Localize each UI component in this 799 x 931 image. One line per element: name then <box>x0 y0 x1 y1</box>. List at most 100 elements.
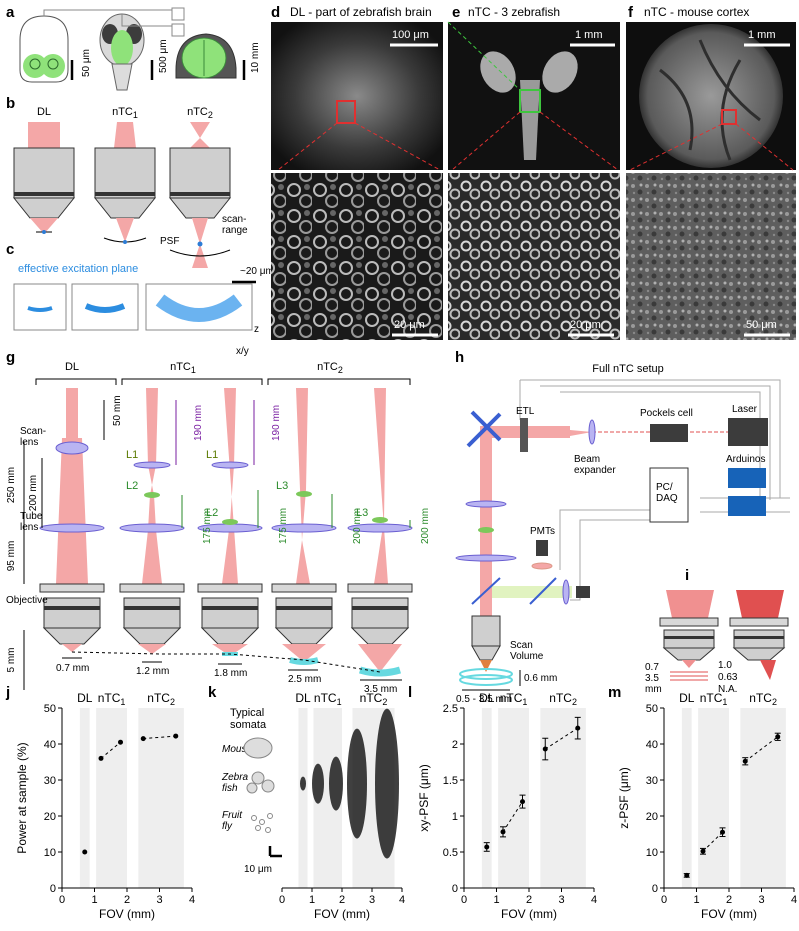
region-shade <box>96 708 127 888</box>
y-tick-label: 0 <box>50 883 56 895</box>
region-label: nTC1 <box>98 691 126 707</box>
zebrafish-cells-zoom <box>271 173 443 340</box>
panel-e-images: 1 mm 20 μm <box>447 21 620 340</box>
y-tick-label: 20 <box>646 811 658 823</box>
panel-c: effective excitation plane ~20 μm z x/y <box>13 263 274 357</box>
tube-lens-label: Tube lens <box>20 511 43 533</box>
y-axis-label: Power at sample (%) <box>15 742 29 853</box>
g-header-ntc2: nTC2 <box>317 361 343 375</box>
panel-d-images: 100 μm 20 μm <box>271 22 443 340</box>
dim-200-b: 200 mm <box>420 508 431 544</box>
etl-component <box>520 418 528 452</box>
panel-label-f: f <box>628 4 634 21</box>
etl-label: ETL <box>516 406 535 417</box>
panel-h: Full nTC setup ETL Beam expander Pockels … <box>455 363 790 705</box>
dim-190-b: 190 mm <box>271 405 282 441</box>
scale-a2: 500 μm <box>158 39 169 73</box>
psf-blob <box>375 708 399 859</box>
data-point <box>173 733 179 739</box>
y-tick-label: 10 <box>646 847 658 859</box>
dim-50: 50 mm <box>112 395 123 426</box>
objective-b <box>12 147 76 219</box>
box-a2 <box>171 23 185 37</box>
panel-h-title: Full nTC setup <box>592 363 664 375</box>
trend-line <box>544 727 579 750</box>
data-point <box>500 829 506 835</box>
dim-5: 5 mm <box>6 648 17 673</box>
y-axis-label: xy-PSF (μm) <box>417 764 431 832</box>
panel-label-a: a <box>6 4 15 21</box>
panel-d-scale-top: 100 μm <box>392 29 429 41</box>
na-10: 1.0 <box>718 660 732 671</box>
g-header-ntc1: nTC1 <box>170 361 196 375</box>
chart-j: DL nTC1 nTC2 0 1 2 3 4 FOV (mm) 0 10 20 30 40 50 Power … <box>15 691 195 921</box>
panel-e-scale-bottom: 20 μm <box>570 319 601 331</box>
region-shade <box>698 708 729 888</box>
scan-arrow-b3 <box>169 249 231 257</box>
panel-c-scale: ~20 μm <box>240 266 274 277</box>
chart-l: DL nTC1 nTC2 0 1 2 3 4 FOV (mm) 0 0.5 1 1.5 2 2.5 xy-PS… <box>417 691 597 921</box>
x-tick-label: 2 <box>124 894 130 906</box>
y-tick-label: 1.5 <box>443 775 458 787</box>
objective-g <box>39 583 105 645</box>
dim-250: 250 mm <box>6 467 17 503</box>
zebrafish-brain-overview <box>271 22 443 170</box>
focus-cone-b2 <box>116 218 134 242</box>
data-point <box>742 758 748 764</box>
data-point <box>140 736 146 742</box>
panel-label-k: k <box>208 684 217 701</box>
lens-l2-a: L2 <box>126 480 138 492</box>
arduino-2 <box>728 496 766 516</box>
region-label: nTC1 <box>500 691 528 707</box>
na-063: 0.63 <box>718 672 738 683</box>
y-axis-label: z-PSF (μm) <box>617 767 631 829</box>
data-point <box>684 872 690 878</box>
x-tick-label: 1 <box>91 894 97 906</box>
laser-label: Laser <box>732 404 758 415</box>
data-point <box>720 829 725 835</box>
scale-a3: 10 mm <box>250 42 261 73</box>
y-tick-label: 20 <box>44 811 56 823</box>
panel-g: DL nTC1 nTC2 Scan-lens Tube lens L1 L2 <box>6 361 431 695</box>
region-label: nTC1 <box>700 691 728 707</box>
dim-95: 95 mm <box>6 541 17 572</box>
species-zebrafish: Zebra fish <box>221 772 249 794</box>
fov-25: 2.5 mm <box>288 674 321 685</box>
region-label: nTC2 <box>749 691 777 707</box>
panel-e-scale-top: 1 mm <box>575 29 603 41</box>
mouse-cortex-zoom <box>626 173 796 340</box>
panel-f-images: 1 mm 50 μm <box>626 22 796 340</box>
region-label: DL <box>295 691 311 705</box>
lens-l1-a: L1 <box>126 449 138 461</box>
pmt-box <box>536 540 548 556</box>
region-label: nTC2 <box>147 691 175 707</box>
dim-175-b: 175 mm <box>278 508 289 544</box>
x-tick-label: 4 <box>591 894 597 906</box>
dim-175-a: 175 mm <box>202 508 213 544</box>
panel-label-b: b <box>6 95 15 112</box>
region-label: nTC1 <box>314 691 342 707</box>
data-point <box>118 739 123 745</box>
region-label: DL <box>77 691 93 705</box>
panel-label-c: c <box>6 241 14 258</box>
pc-daq-box <box>649 467 689 523</box>
y-tick-label: 2.5 <box>443 703 458 715</box>
x-axis-label: FOV (mm) <box>314 907 370 921</box>
x-tick-label: 0 <box>59 894 65 906</box>
panel-f-title: nTC - mouse cortex <box>644 5 749 19</box>
region-shade <box>540 708 586 888</box>
beam-expander-label: Beam expander <box>574 454 616 476</box>
arduino-1 <box>728 468 766 488</box>
fruit-fly-head-illustration <box>19 15 69 83</box>
x-axis-label: FOV (mm) <box>501 907 557 921</box>
data-point <box>775 734 781 740</box>
panel-label-e: e <box>452 4 460 21</box>
fov-12: 1.2 mm <box>136 666 169 677</box>
y-tick-label: 2 <box>452 739 458 751</box>
region-label: DL <box>479 691 495 705</box>
y-tick-label: 0 <box>452 883 458 895</box>
scan-volume-label: Scan Volume <box>510 640 544 662</box>
y-tick-label: 50 <box>44 703 56 715</box>
panel-label-m: m <box>608 684 621 701</box>
